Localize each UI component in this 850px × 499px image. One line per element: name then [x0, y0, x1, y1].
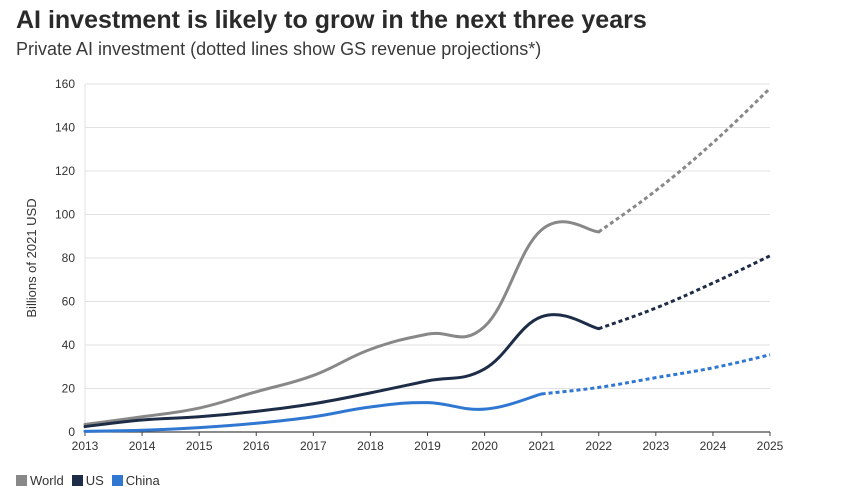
series-projection-world	[597, 87, 772, 234]
x-tick-label: 2015	[186, 439, 213, 453]
series-line-world	[83, 220, 601, 426]
y-tick-label: 40	[62, 338, 76, 352]
chart-subtitle: Private AI investment (dotted lines show…	[16, 39, 542, 59]
y-tick-label: 120	[55, 164, 75, 178]
legend-item-us: US	[71, 473, 104, 488]
y-tick-label: 80	[62, 251, 76, 265]
x-tick-label: 2021	[528, 439, 555, 453]
legend-item-china: China	[111, 473, 160, 488]
series-line-us	[83, 313, 601, 429]
chart-title: AI investment is likely to grow in the n…	[16, 6, 647, 34]
y-tick-label: 160	[55, 77, 75, 91]
x-tick-label: 2020	[471, 439, 498, 453]
y-tick-label: 20	[62, 382, 76, 396]
y-tick-labels: 0 20 40 60 80 100 120 140 160	[55, 77, 75, 439]
legend-label: China	[125, 473, 160, 488]
x-tick-label: 2018	[357, 439, 384, 453]
legend-swatch	[71, 475, 83, 486]
legend: World US China	[16, 473, 168, 488]
x-tick-label: 2014	[129, 439, 156, 453]
x-tick-label: 2024	[700, 439, 727, 453]
series-lines	[83, 87, 772, 433]
x-tick-labels: 2013 2014 2015 2016 2017 2018 2019 2020 2021 2022…	[72, 432, 784, 453]
legend-label: World	[30, 473, 64, 488]
legend-swatch	[111, 475, 123, 486]
series-line-china	[83, 392, 544, 433]
x-tick-label: 2019	[414, 439, 441, 453]
x-tick-label: 2022	[585, 439, 612, 453]
legend-label: US	[85, 473, 104, 488]
legend-item-world: World	[16, 473, 64, 488]
y-tick-label: 140	[55, 121, 75, 135]
x-tick-label: 2025	[757, 439, 784, 453]
y-tick-label: 60	[62, 295, 76, 309]
legend-swatch	[16, 475, 27, 486]
series-projection-us	[598, 254, 771, 331]
y-tick-label: 100	[55, 208, 75, 222]
y-tick-label: 0	[68, 425, 75, 439]
x-tick-label: 2016	[243, 439, 270, 453]
series-projection-china	[541, 353, 771, 396]
x-tick-label: 2013	[72, 439, 99, 453]
x-tick-label: 2023	[642, 439, 669, 453]
y-axis-label: Billions of 2021 USD	[24, 198, 39, 317]
x-tick-label: 2017	[300, 439, 327, 453]
